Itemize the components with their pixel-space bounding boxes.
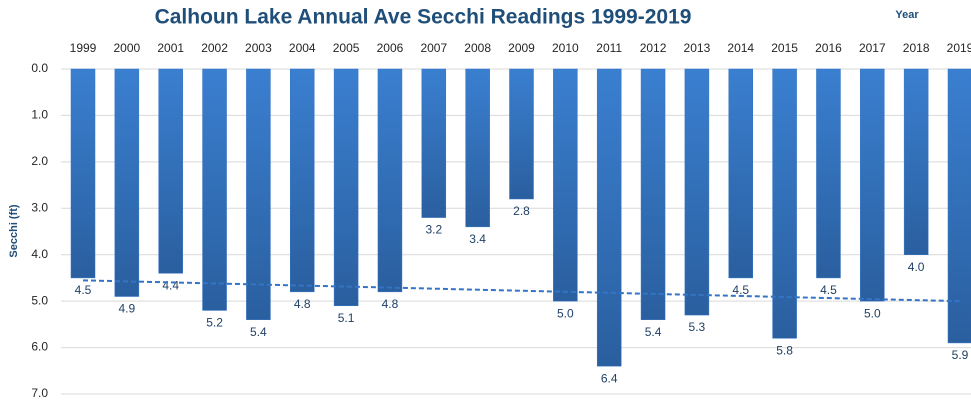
bar (640, 68, 666, 320)
x-tick-label: 2006 (377, 41, 404, 55)
x-tick-label: 1999 (70, 41, 97, 55)
bar (377, 68, 403, 293)
x-axis-label: Year (895, 9, 919, 21)
value-label: 5.1 (338, 311, 355, 325)
x-tick-label: 2002 (201, 41, 228, 55)
bar (728, 68, 753, 279)
bar (596, 68, 622, 367)
value-label: 4.0 (908, 260, 925, 274)
x-tick-label: 2010 (552, 41, 579, 55)
x-tick-label: 2000 (113, 41, 140, 55)
x-tick-label: 2007 (420, 41, 447, 55)
bar (290, 68, 315, 293)
value-label: 4.8 (294, 297, 311, 311)
x-tick-label: 2014 (727, 41, 754, 55)
value-label: 4.9 (119, 302, 136, 316)
value-label: 3.4 (469, 232, 486, 246)
value-label: 5.4 (250, 325, 267, 339)
y-tick-label: 4.0 (31, 247, 48, 261)
value-label: 5.0 (864, 306, 881, 320)
bar (903, 68, 929, 255)
x-tick-label: 2015 (771, 41, 798, 55)
bar (246, 68, 271, 320)
y-tick-label: 3.0 (31, 200, 48, 214)
x-tick-label: 2004 (289, 41, 316, 55)
value-label: 5.9 (952, 348, 969, 362)
chart-title: Calhoun Lake Annual Ave Secchi Readings … (155, 6, 692, 29)
value-label: 5.2 (206, 316, 223, 330)
value-label: 4.5 (732, 283, 749, 297)
y-tick-label: 1.0 (31, 108, 48, 122)
bar (947, 68, 971, 344)
value-label: 4.8 (382, 297, 399, 311)
x-tick-label: 2016 (815, 41, 842, 55)
y-tick-label: 2.0 (31, 154, 48, 168)
value-label: 5.8 (776, 343, 793, 357)
bar (553, 68, 578, 302)
x-tick-label: 2018 (903, 41, 930, 55)
bar (860, 68, 885, 302)
value-label: 2.8 (513, 204, 530, 218)
value-label: 5.4 (645, 325, 662, 339)
y-tick-label: 0.0 (31, 61, 48, 75)
y-axis-label: Secchi (ft) (8, 204, 20, 258)
bar (816, 68, 841, 279)
bar (333, 68, 359, 307)
x-tick-label: 2001 (157, 41, 184, 55)
value-label: 4.5 (75, 283, 92, 297)
bar (509, 68, 534, 200)
x-tick-label: 2008 (464, 41, 491, 55)
bar (70, 68, 96, 279)
value-label: 4.4 (162, 278, 179, 292)
bar (465, 68, 490, 228)
value-label: 4.5 (820, 283, 837, 297)
x-tick-label: 2013 (684, 41, 711, 55)
bar (421, 68, 447, 218)
bar (772, 68, 797, 339)
y-tick-label: 5.0 (31, 293, 48, 307)
trendline (82, 279, 961, 303)
y-tick-label: 7.0 (31, 386, 48, 400)
bar (202, 68, 227, 311)
x-tick-label: 2019 (947, 41, 971, 55)
bar (114, 68, 140, 297)
x-tick-label: 2011 (596, 41, 622, 55)
value-label: 5.0 (557, 306, 574, 320)
value-label: 5.3 (689, 320, 706, 334)
y-tick-label: 6.0 (31, 340, 48, 354)
x-tick-label: 2003 (245, 41, 272, 55)
x-tick-label: 2005 (333, 41, 360, 55)
x-tick-label: 2012 (640, 41, 667, 55)
bar (158, 68, 183, 274)
bar (684, 68, 710, 316)
x-tick-label: 2017 (859, 41, 886, 55)
value-label: 3.2 (425, 223, 442, 237)
value-label: 6.4 (601, 371, 618, 385)
x-tick-label: 2009 (508, 41, 535, 55)
